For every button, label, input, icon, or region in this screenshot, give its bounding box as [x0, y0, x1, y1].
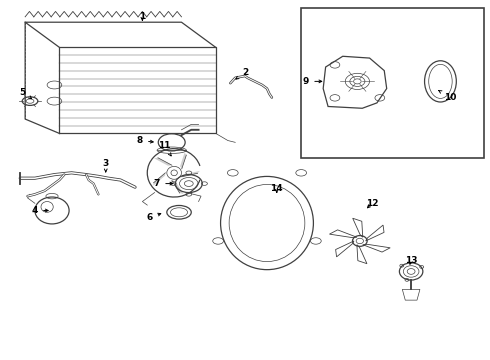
- Polygon shape: [153, 173, 165, 186]
- Polygon shape: [180, 153, 186, 169]
- Text: 3: 3: [102, 159, 109, 172]
- Text: 2: 2: [236, 68, 248, 79]
- Polygon shape: [182, 171, 200, 177]
- Polygon shape: [154, 158, 172, 166]
- Text: 4: 4: [32, 206, 48, 215]
- Text: 5: 5: [20, 87, 31, 99]
- Text: 6: 6: [147, 213, 161, 222]
- Text: 8: 8: [137, 136, 153, 145]
- Text: 7: 7: [154, 179, 173, 188]
- Text: 9: 9: [303, 77, 322, 86]
- Text: 14: 14: [270, 184, 283, 193]
- Bar: [301, 8, 485, 158]
- Text: 13: 13: [405, 256, 417, 265]
- Text: 10: 10: [439, 90, 456, 102]
- Text: 12: 12: [366, 199, 378, 208]
- Polygon shape: [172, 180, 183, 194]
- Text: 1: 1: [139, 12, 146, 21]
- Text: 11: 11: [158, 141, 171, 156]
